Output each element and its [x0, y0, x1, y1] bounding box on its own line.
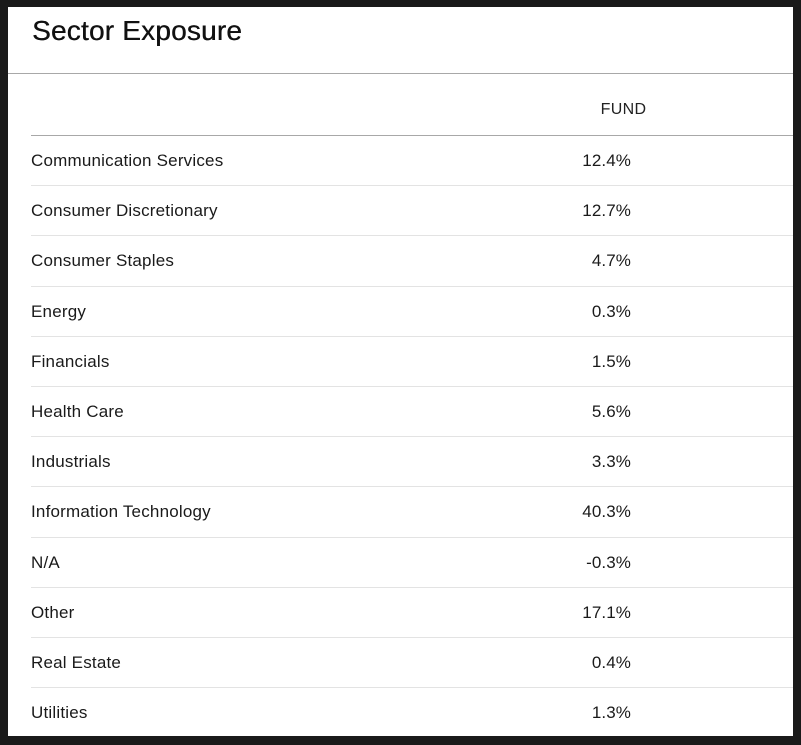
- sector-name: Industrials: [31, 452, 111, 472]
- fund-value: 1.5%: [591, 351, 631, 371]
- sector-name: Communication Services: [31, 151, 224, 170]
- table-row: Other 17.1%: [31, 588, 793, 638]
- table-row: Consumer Discretionary 12.7%: [31, 186, 793, 237]
- table-header: FUND: [31, 74, 793, 136]
- fund-value: -0.3%: [586, 552, 631, 572]
- table-row: Industrials 3.3%: [31, 437, 793, 488]
- table-row: Communication Services 12.4%: [31, 136, 793, 187]
- fund-value: 4.7%: [591, 251, 631, 271]
- sector-exposure-panel: Sector Exposure FUND Communication Servi…: [8, 7, 793, 736]
- table-row: Energy 0.3%: [31, 287, 793, 337]
- sector-name: Consumer Staples: [31, 251, 175, 271]
- fund-value: 0.3%: [591, 301, 631, 321]
- fund-value: 12.4%: [582, 151, 631, 170]
- table-row: N/A -0.3%: [31, 538, 793, 588]
- table-row: Information Technology 40.3%: [31, 487, 793, 538]
- fund-value: 17.1%: [582, 602, 631, 622]
- sector-name: Financials: [31, 351, 110, 371]
- sector-name: Energy: [31, 301, 87, 321]
- sector-name: Health Care: [31, 401, 124, 421]
- table-row: Financials 1.5%: [31, 337, 793, 387]
- sector-name: Consumer Discretionary: [31, 201, 218, 221]
- sector-exposure-table: FUND Communication Services 12.4% Consum…: [31, 74, 793, 736]
- fund-value: 40.3%: [582, 502, 631, 522]
- fund-value: 3.3%: [591, 452, 631, 472]
- sector-name: N/A: [31, 552, 60, 572]
- sector-name: Real Estate: [31, 652, 122, 672]
- fund-value: 0.4%: [591, 652, 631, 672]
- sector-name: Information Technology: [31, 502, 211, 522]
- panel-header: Sector Exposure: [8, 7, 793, 74]
- fund-value: 1.3%: [591, 703, 631, 723]
- fund-value: 5.6%: [591, 401, 631, 421]
- column-header-fund: FUND: [600, 101, 647, 118]
- sector-name: Utilities: [31, 703, 88, 723]
- sector-name: Other: [31, 602, 75, 622]
- page-title: Sector Exposure: [32, 15, 242, 46]
- fund-value: 12.7%: [582, 201, 631, 221]
- table-row: Health Care 5.6%: [31, 387, 793, 438]
- table-row: Real Estate 0.4%: [31, 638, 793, 689]
- table-row: Consumer Staples 4.7%: [31, 236, 793, 287]
- table-row: Utilities 1.3%: [31, 688, 793, 736]
